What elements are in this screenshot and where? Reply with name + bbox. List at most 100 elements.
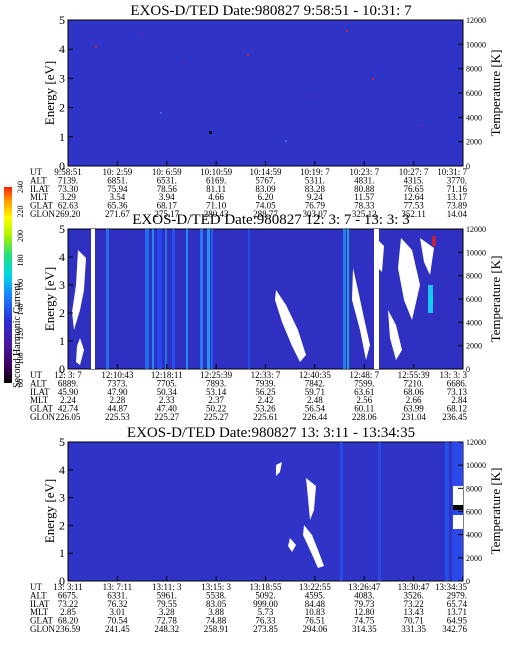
table-cell: 5538. [206,590,226,600]
table-cell: 76.33 [255,616,276,626]
y-tick-label: 5 [59,222,65,236]
y-right-tick-label: 4000 [466,531,482,540]
table-cell: 62.63 [58,201,79,211]
panel-3-plot-area [67,441,464,582]
panel-3-features [276,442,463,581]
colorbar-scale [4,187,12,383]
table-cell: 9.24 [307,192,323,202]
table-cell: 6675. [58,590,78,600]
colorbar-tick-label: 180 [16,255,25,267]
table-cell: 325.12 [352,209,377,219]
table-cell: 2.37 [208,395,224,405]
table-cell: 83.09 [255,184,276,194]
panel-2-ylabel: Energy [eV] [42,267,57,331]
table-row-label: MLT [30,192,49,202]
table-cell: 13:30:47 [398,582,431,592]
y-tick-label: 0 [59,362,65,376]
table-cell: 269.20 [56,209,81,219]
table-cell: 68.06 [404,387,425,397]
table-cell: 6686. [447,378,467,388]
table-cell: 75.94 [107,184,128,194]
table-cell: 5767. [255,175,275,185]
table-cell: 231.04 [401,412,426,422]
y-right-tick-label: 6000 [466,295,482,304]
table-cell: 10: 6:59 [152,167,182,177]
table-cell: 76.51 [305,616,325,626]
table-cell: 13: 3: 3 [439,370,467,380]
table-cell: 4.66 [208,192,224,202]
table-cell: 71.10 [206,201,227,211]
table-cell: 10: 2:59 [102,167,132,177]
table-cell: 11.57 [354,192,374,202]
y-right-tick-label: 6000 [466,508,482,517]
table-row-label: GLON [30,624,55,634]
table-cell: 68.12 [447,404,467,414]
table-cell: 226.44 [303,412,328,422]
panel-1: EXOS-D/TED Date:980827 9:58:51 - 10:31: … [30,3,503,219]
table-cell: 5961. [157,590,177,600]
table-cell: 3770. [447,175,467,185]
table-cell: 3.01 [110,607,126,617]
y-right-tick-label: 10000 [466,461,486,470]
table-cell: 13:18:55 [249,582,282,592]
table-row-label: GLON [30,412,55,422]
table-cell: 12:25:39 [200,370,233,380]
table-cell: 73.22 [58,599,78,609]
panel-3: EXOS-D/TED Date:980827 13: 3:11 - 13:34:… [30,425,503,634]
table-cell: 10:10:59 [200,167,233,177]
table-cell: 13:34:35 [435,582,468,592]
y-tick-label: 2 [59,518,65,532]
table-row-label: ILAT [30,599,50,609]
table-cell: 44.87 [107,404,128,414]
table-cell: 56.25 [255,387,276,397]
table-cell: 4315. [404,175,424,185]
table-row-label: GLON [30,209,55,219]
table-cell: 275.17 [154,209,179,219]
table-cell: 6.20 [258,192,274,202]
table-cell: 83.28 [305,184,326,194]
panel-3-ylabel-right: Temperature [K] [488,468,503,555]
table-cell: 12:48: 7 [349,370,379,380]
table-cell: 50.22 [206,404,226,414]
table-cell: 73.13 [447,387,468,397]
table-cell: 60.11 [354,404,374,414]
table-cell: 64.95 [447,616,468,626]
table-cell: 63.61 [354,387,374,397]
panel-3-title: EXOS-D/TED Date:980827 13: 3:11 - 13:34:… [127,425,415,441]
table-cell: 5092. [255,590,275,600]
table-row-label: ALT [30,378,47,388]
table-cell: 73.89 [447,201,468,211]
table-cell: 6331. [107,590,127,600]
table-cell: 352.11 [401,209,425,219]
table-cell: 56.54 [305,404,326,414]
panel-2-ylabel-right: Temperature [K] [488,256,503,343]
y-tick-label: 4 [59,42,65,56]
table-cell: 226.05 [56,412,81,422]
table-cell: 273.85 [253,624,278,634]
table-cell: 2.85 [60,607,76,617]
y-right-tick-label: 4000 [466,113,482,122]
table-cell: 53.14 [206,387,227,397]
table-cell: 236.59 [56,624,81,634]
table-cell: 79.55 [157,599,178,609]
table-cell: 303.07 [303,209,328,219]
table-cell: 13:22:55 [299,582,332,592]
y-right-tick-label: 8000 [466,65,482,74]
table-cell: 13: 7:11 [103,582,132,592]
table-row-label: MLT [30,607,49,617]
table-cell: 14.04 [447,209,468,219]
table-cell: 10.83 [305,607,326,617]
table-cell: 314.35 [352,624,377,634]
table-row-label: ILAT [30,387,50,397]
table-cell: 47.90 [107,387,128,397]
table-row-label: GLAT [30,201,53,211]
table-cell: 4831. [354,175,374,185]
table-cell: 6169. [206,175,226,185]
y-tick-label: 0 [59,574,65,588]
table-cell: 74.88 [206,616,227,626]
table-row-label: ILAT [30,184,50,194]
table-cell: 3.28 [159,607,175,617]
table-cell: 7599. [354,378,374,388]
table-cell: 7705. [157,378,177,388]
